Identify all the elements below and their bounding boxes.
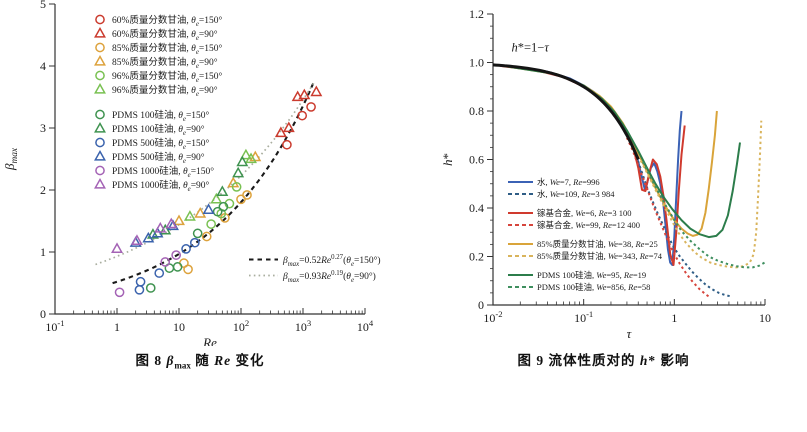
svg-text:PDMS 1000硅油, θe=90°: PDMS 1000硅油, θe=90° <box>112 179 210 193</box>
svg-text:镓基合金, We=99, Re=12 400: 镓基合金, We=99, Re=12 400 <box>537 220 640 230</box>
svg-text:0.2: 0.2 <box>469 250 484 264</box>
svg-text:PDMS 100硅油, We=95, Re=19: PDMS 100硅油, We=95, Re=19 <box>537 270 646 280</box>
svg-text:镓基合金, We=6, Re=3 100: 镓基合金, We=6, Re=3 100 <box>537 208 632 218</box>
figure9-caption: 图 9 流体性质对的 h* 影响 <box>517 353 690 368</box>
svg-text:103: 103 <box>295 318 311 334</box>
svg-text:3: 3 <box>40 121 46 135</box>
svg-text:10-1: 10-1 <box>574 309 593 325</box>
svg-text:10-2: 10-2 <box>483 309 502 325</box>
svg-text:85%质量分数甘油, θe=150°: 85%质量分数甘油, θe=150° <box>112 42 222 56</box>
fig9-series-3 <box>625 137 711 299</box>
svg-text:0.8: 0.8 <box>469 104 484 118</box>
svg-text:85%质量分数甘油, We=38, Re=25: 85%质量分数甘油, We=38, Re=25 <box>537 239 658 249</box>
svg-text:τ: τ <box>627 326 633 341</box>
fig9-series-7 <box>642 161 765 269</box>
fig9-reference-line <box>493 63 640 161</box>
fig8-axes: 10-1 1 10 102 103 104 0 1 2 3 4 5 Re βmax <box>2 0 374 346</box>
svg-text:PDMS 100硅油, θe=90°: PDMS 100硅油, θe=90° <box>112 123 205 137</box>
svg-text:1: 1 <box>40 245 46 259</box>
svg-text:0: 0 <box>40 307 46 321</box>
svg-text:102: 102 <box>233 318 249 334</box>
fig9-legend: 水, We=7, Re=996 水, We=109, Re=3 984 镓基合金, … <box>508 177 663 292</box>
svg-text:水, We=7, Re=996: 水, We=7, Re=996 <box>537 177 600 187</box>
fig9-curves <box>500 64 765 299</box>
fig8-series-1 <box>274 85 323 138</box>
fig9-series-2 <box>500 64 686 266</box>
svg-text:2: 2 <box>40 183 46 197</box>
fig9-series-0 <box>500 64 683 266</box>
fig8-series-8 <box>134 237 200 295</box>
svg-text:85%质量分数甘油, θe=90°: 85%质量分数甘油, θe=90° <box>112 56 218 70</box>
svg-text:60%质量分数甘油, θe=150°: 60%质量分数甘油, θe=150° <box>112 14 222 28</box>
svg-text:0.6: 0.6 <box>469 153 484 167</box>
svg-text:1.2: 1.2 <box>469 7 484 21</box>
svg-text:0.4: 0.4 <box>469 201 484 215</box>
svg-text:1: 1 <box>671 311 677 325</box>
fig8-series-2 <box>179 190 252 275</box>
svg-text:10: 10 <box>173 320 185 334</box>
fig8-series-7 <box>146 155 249 239</box>
figure8: 10-1 1 10 102 103 104 0 1 2 3 4 5 Re βmax 60%质量分数甘油, θ… <box>0 0 400 371</box>
svg-text:1: 1 <box>114 320 120 334</box>
svg-text:10-1: 10-1 <box>45 318 64 334</box>
figure9-chart: 10-2 10-1 1 10 0 0.2 0.4 0.6 0.8 1.0 1.2 τ h* h*=1−τ 水… <box>440 7 771 341</box>
svg-text:PDMS 500硅油, θe=150°: PDMS 500硅油, θe=150° <box>112 137 210 151</box>
figure9: 10-2 10-1 1 10 0 0.2 0.4 0.6 0.8 1.0 1.2 τ h* h*=1−τ 水… <box>400 0 807 369</box>
svg-text:10: 10 <box>759 311 771 325</box>
svg-text:85%质量分数甘油, We=343, Re=74: 85%质量分数甘油, We=343, Re=74 <box>537 251 663 261</box>
svg-text:PDMS 500硅油, θe=90°: PDMS 500硅油, θe=90° <box>112 151 205 165</box>
svg-text:5: 5 <box>40 0 46 11</box>
fig9-series-5 <box>637 120 763 269</box>
svg-text:60%质量分数甘油, θe=90°: 60%质量分数甘油, θe=90° <box>112 28 218 42</box>
figure8-caption: 图 8 βmax 随 Re 变化 <box>135 353 265 371</box>
fig8-series-4 <box>206 182 242 229</box>
fig8-legend: 60%质量分数甘油, θe=150°60%质量分数甘油, θe=90°85%质量… <box>94 14 222 193</box>
svg-text:PDMS 100硅油, We=856, Re=58: PDMS 100硅油, We=856, Re=58 <box>537 282 650 292</box>
fig8-series-5 <box>183 148 257 221</box>
svg-text:Re: Re <box>202 335 217 346</box>
fig8-fit-legend: βmax=0.52Re0.27(θe=150°) βmax=0.93Re0.19(… <box>249 254 381 284</box>
svg-text:0: 0 <box>478 298 484 312</box>
svg-text:水, We=109, Re=3 984: 水, We=109, Re=3 984 <box>537 189 615 199</box>
svg-text:PDMS 1000硅油, θe=150°: PDMS 1000硅油, θe=150° <box>112 165 214 179</box>
svg-text:96%质量分数甘油, θe=150°: 96%质量分数甘油, θe=150° <box>112 70 222 84</box>
svg-text:βmax=0.93Re0.19(θe=90°): βmax=0.93Re0.19(θe=90°) <box>282 270 376 284</box>
svg-text:96%质量分数甘油, θe=90°: 96%质量分数甘油, θe=90° <box>112 84 218 98</box>
svg-text:4: 4 <box>40 59 46 73</box>
fig9-annotation: h*=1−τ <box>512 41 550 55</box>
svg-text:h*: h* <box>440 153 455 166</box>
fig8-series-11 <box>111 217 178 254</box>
figure8-chart: 10-1 1 10 102 103 104 0 1 2 3 4 5 Re βmax 60%质量分数甘油, θ… <box>2 0 381 346</box>
svg-text:PDMS 100硅油, θe=150°: PDMS 100硅油, θe=150° <box>112 109 210 123</box>
svg-text:βmax: βmax <box>2 147 20 171</box>
svg-text:1.0: 1.0 <box>469 56 484 70</box>
svg-text:104: 104 <box>357 318 374 334</box>
fig8-series-0 <box>282 102 316 150</box>
svg-text:βmax=0.52Re0.27(θe=150°): βmax=0.52Re0.27(θe=150°) <box>282 254 381 268</box>
fig9-series-6 <box>500 64 741 239</box>
fig8-series-10 <box>114 250 182 298</box>
fig9-axes: 10-2 10-1 1 10 0 0.2 0.4 0.6 0.8 1.0 1.2 τ h* <box>440 7 771 341</box>
